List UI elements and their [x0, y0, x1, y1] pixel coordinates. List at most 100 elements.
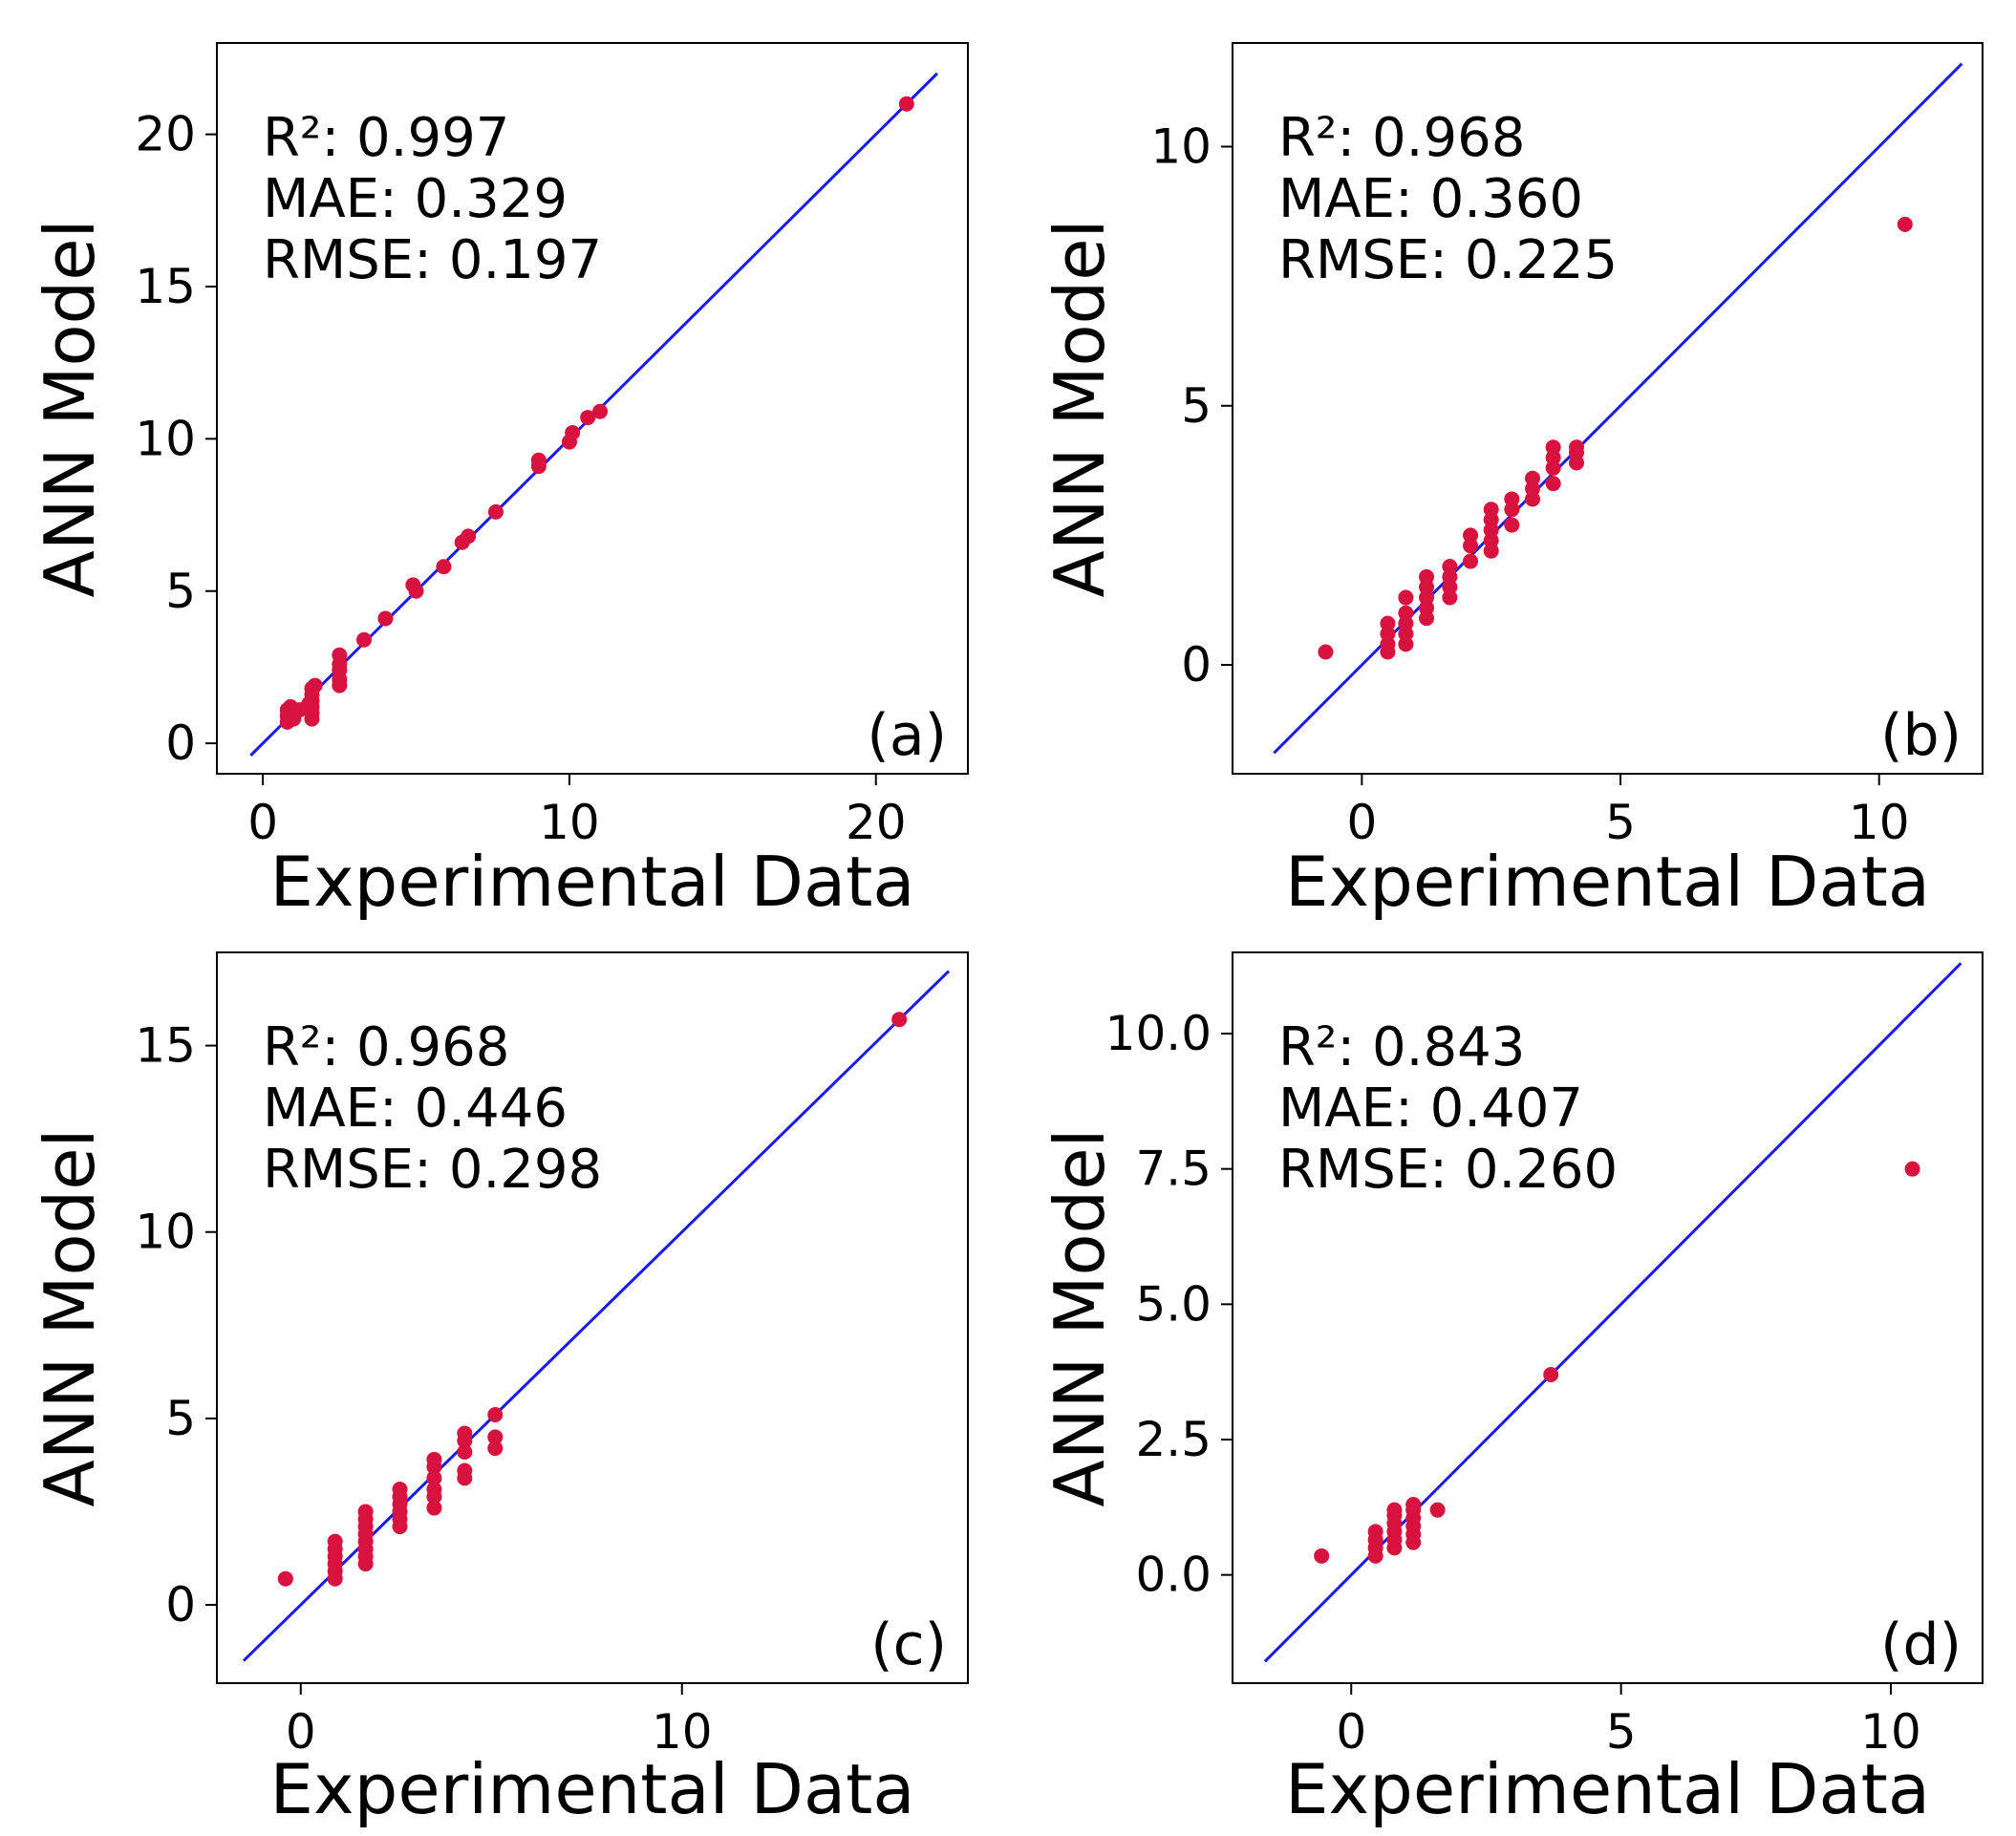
y-tick-label: 5: [1181, 378, 1212, 434]
data-point: [1398, 589, 1414, 606]
data-point: [355, 631, 372, 648]
chart-panel-3: 0 10 0 5 10 15 Experimental Data ANN Model R²: 0…: [30, 951, 969, 1829]
data-point: [1419, 568, 1435, 585]
data-point: [1463, 553, 1479, 569]
data-point: [530, 452, 547, 468]
x-axis-label: Experimental Data: [270, 1749, 915, 1829]
data-point: [1545, 476, 1561, 492]
data-point: [457, 1444, 473, 1461]
data-point: [1386, 1502, 1403, 1518]
data-point: [487, 1429, 504, 1445]
panel-label: (b): [1880, 702, 1962, 769]
data-point: [392, 1482, 408, 1498]
y-tick-label: 10: [1150, 119, 1212, 175]
data-point: [1318, 644, 1334, 660]
data-point: [426, 1470, 442, 1486]
data-point: [436, 559, 452, 575]
y-tick-label: 0: [165, 1577, 196, 1633]
y-tick-label: 15: [135, 259, 196, 314]
y-tick-label: 10: [135, 1205, 196, 1260]
x-axis-label: Experimental Data: [1285, 842, 1930, 922]
data-point: [1367, 1524, 1383, 1540]
data-point: [1429, 1502, 1446, 1518]
x-tick-label: 10: [539, 795, 600, 850]
data-point: [426, 1451, 442, 1467]
data-point: [1463, 527, 1479, 544]
r-squared-annotation: R²: 0.843: [1278, 1016, 1525, 1078]
rmse-annotation: RMSE: 0.225: [1278, 229, 1618, 291]
data-point: [426, 1482, 442, 1498]
mae-annotation: MAE: 0.446: [263, 1078, 568, 1140]
data-point: [307, 677, 323, 694]
data-point: [891, 1012, 908, 1028]
data-point: [1483, 502, 1499, 518]
y-tick-label: 2.5: [1135, 1412, 1212, 1467]
plot-frame: [216, 951, 969, 1684]
x-tick-label: 0: [1336, 1704, 1366, 1760]
x-axis-label: Experimental Data: [270, 842, 915, 922]
data-point: [1569, 439, 1585, 456]
y-tick-label: 0: [1181, 637, 1212, 693]
data-point: [357, 1504, 374, 1520]
y-tick-label: 10.0: [1105, 1006, 1212, 1061]
rmse-annotation: RMSE: 0.260: [1278, 1139, 1618, 1201]
data-point: [1380, 615, 1396, 631]
data-point: [1504, 517, 1520, 533]
x-tick-label: 10: [1849, 795, 1910, 850]
rmse-annotation: RMSE: 0.298: [263, 1139, 602, 1201]
y-tick-label: 10: [135, 411, 196, 466]
y-tick-label: 5: [165, 1391, 196, 1446]
x-tick-label: 0: [286, 1704, 316, 1760]
data-point: [592, 403, 609, 419]
data-point: [1545, 439, 1561, 456]
y-tick-label: 0.0: [1135, 1548, 1212, 1603]
data-point: [487, 503, 504, 520]
panel-label: (a): [867, 702, 947, 769]
data-point: [457, 1425, 473, 1441]
data-point: [426, 1500, 442, 1516]
data-point: [1314, 1548, 1330, 1564]
data-point: [1398, 605, 1414, 621]
data-point: [1442, 558, 1458, 574]
x-tick-label: 10: [1860, 1704, 1921, 1760]
mae-annotation: MAE: 0.329: [263, 168, 568, 230]
plot-frame: [1232, 951, 1984, 1684]
data-point: [408, 583, 424, 599]
mae-annotation: MAE: 0.407: [1278, 1078, 1583, 1140]
x-tick-label: 5: [1606, 1704, 1637, 1760]
data-point: [1405, 1497, 1422, 1512]
data-point: [277, 1570, 293, 1587]
data-point: [327, 1533, 343, 1549]
y-tick-label: 5.0: [1135, 1276, 1212, 1332]
data-point: [487, 1406, 504, 1422]
y-tick-label: 7.5: [1135, 1142, 1212, 1197]
plot-frame: [1232, 42, 1984, 775]
r-squared-annotation: R²: 0.997: [263, 107, 509, 169]
data-point: [580, 410, 596, 426]
data-point: [457, 1462, 473, 1479]
data-point: [487, 1441, 504, 1457]
data-point: [1504, 491, 1520, 507]
x-tick-label: 10: [652, 1704, 713, 1760]
x-tick-label: 20: [846, 795, 907, 850]
rmse-annotation: RMSE: 0.197: [263, 229, 602, 291]
x-tick-label: 5: [1605, 795, 1636, 850]
x-axis-label: Experimental Data: [1285, 1749, 1930, 1829]
r-squared-annotation: R²: 0.968: [1278, 107, 1525, 169]
y-tick-label: 5: [165, 564, 196, 619]
panel-label: (c): [870, 1612, 947, 1678]
data-point: [301, 695, 317, 712]
y-tick-label: 15: [135, 1018, 196, 1074]
data-point: [1904, 1161, 1920, 1177]
panel-label: (d): [1880, 1612, 1962, 1678]
data-point: [1525, 470, 1540, 486]
data-point: [898, 96, 914, 112]
data-point: [332, 647, 348, 663]
mae-annotation: MAE: 0.360: [1278, 168, 1583, 230]
data-point: [565, 425, 581, 440]
data-point: [377, 610, 394, 627]
plot-frame: [216, 42, 969, 775]
